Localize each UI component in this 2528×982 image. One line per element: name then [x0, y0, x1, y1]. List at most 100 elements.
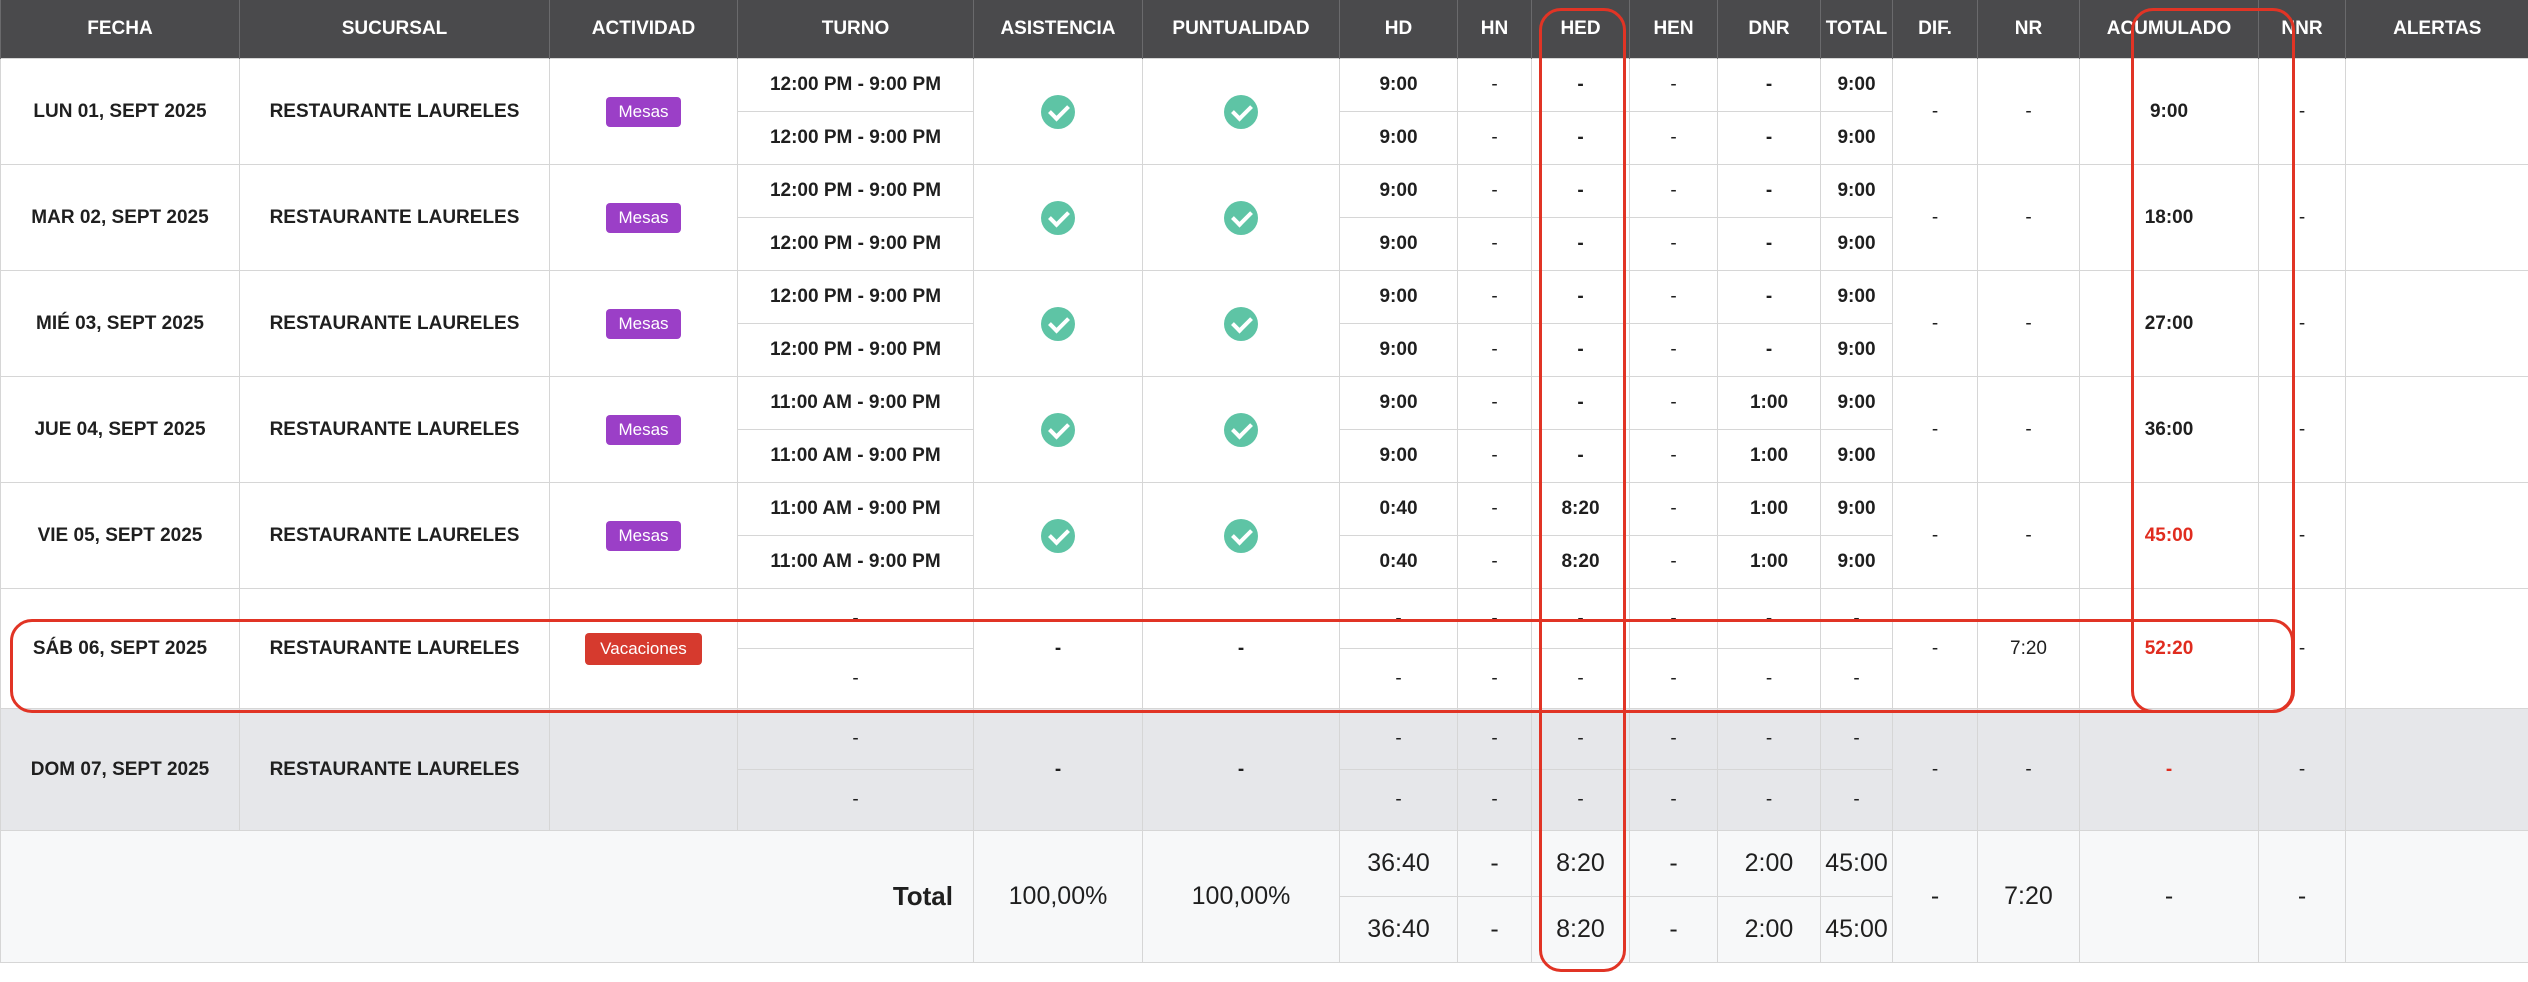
header-hn[interactable]: HN [1457, 0, 1532, 59]
alerts-cell [2345, 58, 2528, 165]
total-cell: 9:00 [1820, 270, 1893, 324]
dnr-cell: - [1717, 58, 1821, 112]
header-nr[interactable]: NR [1977, 0, 2080, 59]
table-row[interactable]: MAR 02, SEPT 2025 RESTAURANTE LAURELES M… [0, 164, 2528, 271]
table-row[interactable]: VIE 05, SEPT 2025 RESTAURANTE LAURELES M… [0, 482, 2528, 589]
header-total[interactable]: TOTAL [1820, 0, 1893, 59]
activity-badge[interactable]: Mesas [606, 414, 681, 445]
activity-badge[interactable]: Mesas [606, 520, 681, 551]
hn-cell: - [1457, 217, 1532, 271]
header-nnr[interactable]: NNR [2258, 0, 2346, 59]
hd-cell: 9:00 [1339, 111, 1458, 165]
header-actividad[interactable]: ACTIVIDAD [549, 0, 738, 59]
header-dnr[interactable]: DNR [1717, 0, 1821, 59]
hd-cell: 9:00 [1339, 217, 1458, 271]
activity-badge[interactable]: Vacaciones [585, 632, 702, 665]
hn-cell: - [1457, 482, 1532, 536]
check-circle-icon [1041, 94, 1075, 129]
table-header-row: FECHA SUCURSAL ACTIVIDAD TURNO ASISTENCI… [0, 0, 2528, 59]
activity-badge[interactable]: Mesas [606, 308, 681, 339]
header-sucursal[interactable]: SUCURSAL [239, 0, 550, 59]
accumulated-cell: 52:20 [2079, 588, 2259, 709]
dnr-cell: - [1717, 164, 1821, 218]
total-accumulated: - [2079, 830, 2259, 963]
check-circle-icon [1041, 200, 1075, 235]
total-attendance: 100,00% [973, 830, 1143, 963]
hd-cell: 0:40 [1339, 535, 1458, 589]
nr-cell: 7:20 [1977, 588, 2080, 709]
nr-cell: - [1977, 376, 2080, 483]
total-cell: 9:00 [1820, 217, 1893, 271]
header-puntualidad[interactable]: PUNTUALIDAD [1142, 0, 1340, 59]
attendance-cell: - [973, 708, 1143, 831]
hn-cell: - [1457, 323, 1532, 377]
dif-cell: - [1892, 708, 1978, 831]
hed-cell: - [1531, 648, 1630, 709]
check-circle-icon [1224, 200, 1258, 235]
check-circle-icon [1041, 518, 1075, 553]
table-row[interactable]: DOM 07, SEPT 2025 RESTAURANTE LAURELES -… [0, 708, 2528, 831]
nr-cell: - [1977, 482, 2080, 589]
accumulated-cell: 27:00 [2079, 270, 2259, 377]
hd-cell: 0:40 [1339, 482, 1458, 536]
hn-cell: - [1457, 270, 1532, 324]
header-turno[interactable]: TURNO [737, 0, 974, 59]
hen-cell: - [1629, 270, 1718, 324]
hen-cell: - [1629, 648, 1718, 709]
alerts-cell [2345, 482, 2528, 589]
header-acumulado[interactable]: ACUMULADO [2079, 0, 2259, 59]
header-fecha[interactable]: FECHA [0, 0, 240, 59]
attendance-cell [973, 270, 1143, 377]
activity-cell: Mesas [549, 164, 738, 271]
attendance-cell [973, 58, 1143, 165]
table-row[interactable]: LUN 01, SEPT 2025 RESTAURANTE LAURELES M… [0, 58, 2528, 165]
alerts-cell [2345, 708, 2528, 831]
table-subrow: 11:00 AM - 9:00 PM 0:40 - 8:20 - 1:00 9:… [1, 535, 2528, 589]
nr-cell: - [1977, 270, 2080, 377]
activity-badge[interactable]: Mesas [606, 96, 681, 127]
total-punctuality: 100,00% [1142, 830, 1340, 963]
hen-cell: - [1629, 588, 1718, 649]
shift-cell: 12:00 PM - 9:00 PM [737, 111, 974, 165]
hen-cell: - [1629, 429, 1718, 483]
check-circle-icon [1041, 412, 1075, 447]
header-hed[interactable]: HED [1531, 0, 1630, 59]
nnr-cell: - [2258, 708, 2346, 831]
hn-cell: - [1457, 376, 1532, 430]
hen-cell: - [1629, 58, 1718, 112]
dnr-cell: 1:00 [1717, 376, 1821, 430]
header-alertas[interactable]: ALERTAS [2345, 0, 2528, 59]
dnr-cell: - [1717, 270, 1821, 324]
header-dif[interactable]: DIF. [1892, 0, 1978, 59]
alerts-cell [2345, 376, 2528, 483]
hn-cell: - [1457, 708, 1532, 770]
shift-cell: 12:00 PM - 9:00 PM [737, 164, 974, 218]
dnr-cell: - [1717, 648, 1821, 709]
dnr-cell: - [1717, 588, 1821, 649]
table-row[interactable]: MIÉ 03, SEPT 2025 RESTAURANTE LAURELES M… [0, 270, 2528, 377]
header-hen[interactable]: HEN [1629, 0, 1718, 59]
punctuality-cell: - [1142, 708, 1340, 831]
dnr-cell: 1:00 [1717, 482, 1821, 536]
total-cell: 9:00 [1820, 482, 1893, 536]
hen-cell: - [1629, 217, 1718, 271]
total-alerts [2345, 830, 2528, 963]
activity-badge[interactable]: Mesas [606, 202, 681, 233]
table-row[interactable]: SÁB 06, SEPT 2025 RESTAURANTE LAURELES V… [0, 588, 2528, 709]
branch-cell: RESTAURANTE LAURELES [239, 376, 550, 483]
shift-cell: 11:00 AM - 9:00 PM [737, 482, 974, 536]
hd-cell: - [1339, 708, 1458, 770]
accumulated-cell: 36:00 [2079, 376, 2259, 483]
total-cell: 9:00 [1820, 58, 1893, 112]
header-asistencia[interactable]: ASISTENCIA [973, 0, 1143, 59]
total-cell: - [1820, 708, 1893, 770]
alerts-cell [2345, 588, 2528, 709]
dif-cell: - [1892, 270, 1978, 377]
activity-cell [549, 708, 738, 831]
header-hd[interactable]: HD [1339, 0, 1458, 59]
date-cell: SÁB 06, SEPT 2025 [0, 588, 240, 709]
branch-cell: RESTAURANTE LAURELES [239, 58, 550, 165]
attendance-cell [973, 482, 1143, 589]
table-row[interactable]: JUE 04, SEPT 2025 RESTAURANTE LAURELES M… [0, 376, 2528, 483]
shift-cell: 12:00 PM - 9:00 PM [737, 217, 974, 271]
